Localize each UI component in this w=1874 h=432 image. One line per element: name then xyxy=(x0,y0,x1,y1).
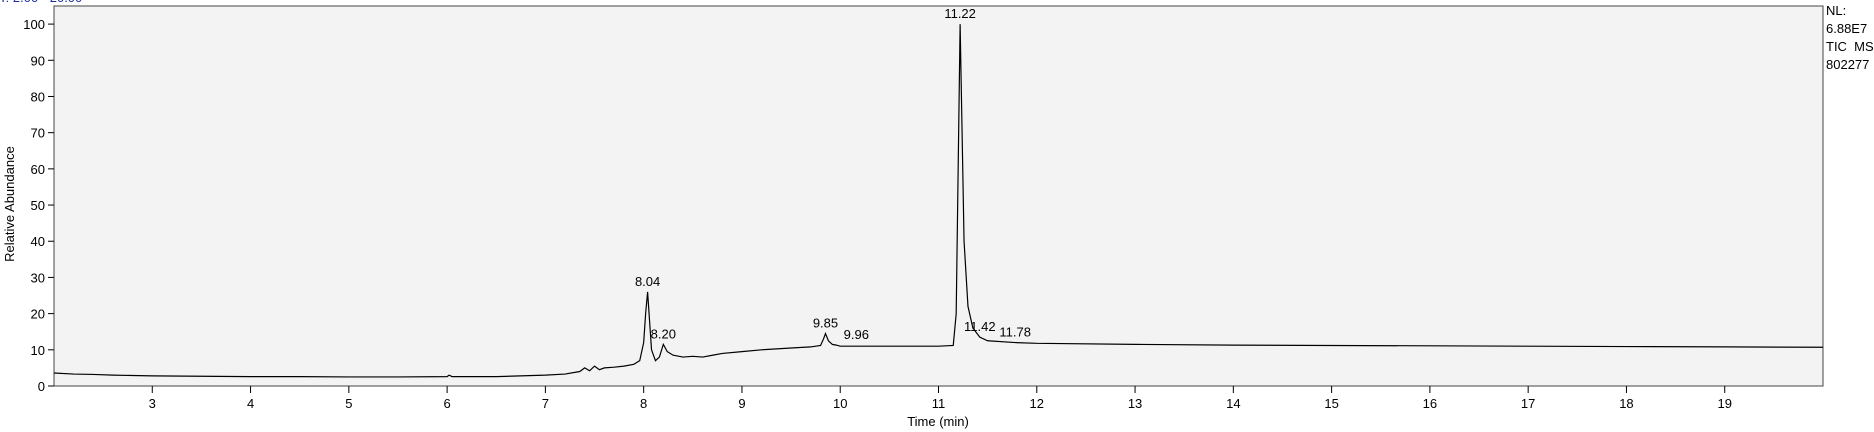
x-axis-label: Time (min) xyxy=(907,414,969,429)
x-tick-label: 18 xyxy=(1619,396,1633,411)
y-axis-label: Relative Abundance xyxy=(2,146,17,262)
x-tick-label: 17 xyxy=(1521,396,1535,411)
y-tick-label: 20 xyxy=(31,307,45,322)
y-tick-label: 80 xyxy=(31,89,45,104)
y-tick-label: 10 xyxy=(31,343,45,358)
plot-area xyxy=(53,5,1824,387)
x-tick-label: 4 xyxy=(247,396,254,411)
y-tick-label: 60 xyxy=(31,162,45,177)
trace-line xyxy=(53,24,1824,378)
y-tick-label: 90 xyxy=(31,53,45,68)
y-tick-label: 100 xyxy=(23,17,45,32)
peak-label: 11.22 xyxy=(944,6,976,21)
x-tick-label: 10 xyxy=(833,396,847,411)
peak-label: 11.78 xyxy=(999,325,1031,340)
range-label: RT: 2.00 - 20.00 xyxy=(0,0,82,5)
x-tick-label: 5 xyxy=(345,396,352,411)
y-tick-label: 30 xyxy=(31,270,45,285)
x-tick-label: 13 xyxy=(1128,396,1142,411)
x-tick-label: 7 xyxy=(542,396,549,411)
x-tick-label: 19 xyxy=(1717,396,1731,411)
side-label: 6.88E7 xyxy=(1826,21,1867,36)
x-tick-label: 8 xyxy=(640,396,647,411)
side-label: 802277 xyxy=(1826,57,1869,72)
peak-label: 9.96 xyxy=(844,327,869,342)
x-tick-label: 15 xyxy=(1324,396,1338,411)
x-tick-label: 9 xyxy=(738,396,745,411)
x-tick-label: 14 xyxy=(1226,396,1240,411)
peak-label: 8.20 xyxy=(651,326,676,341)
x-tick-label: 12 xyxy=(1030,396,1044,411)
y-tick-label: 40 xyxy=(31,234,45,249)
peak-label: 11.42 xyxy=(964,319,996,334)
side-label: TIC MS xyxy=(1826,39,1874,54)
x-tick-label: 16 xyxy=(1423,396,1437,411)
x-tick-label: 6 xyxy=(443,396,450,411)
peak-label: 8.04 xyxy=(635,274,660,289)
x-tick-label: 11 xyxy=(932,396,946,411)
y-tick-label: 70 xyxy=(31,126,45,141)
y-tick-label: 50 xyxy=(31,198,45,213)
y-tick-label: 0 xyxy=(38,379,45,394)
peak-label: 9.85 xyxy=(813,316,838,331)
side-label: NL: xyxy=(1826,3,1846,18)
x-tick-label: 3 xyxy=(149,396,156,411)
